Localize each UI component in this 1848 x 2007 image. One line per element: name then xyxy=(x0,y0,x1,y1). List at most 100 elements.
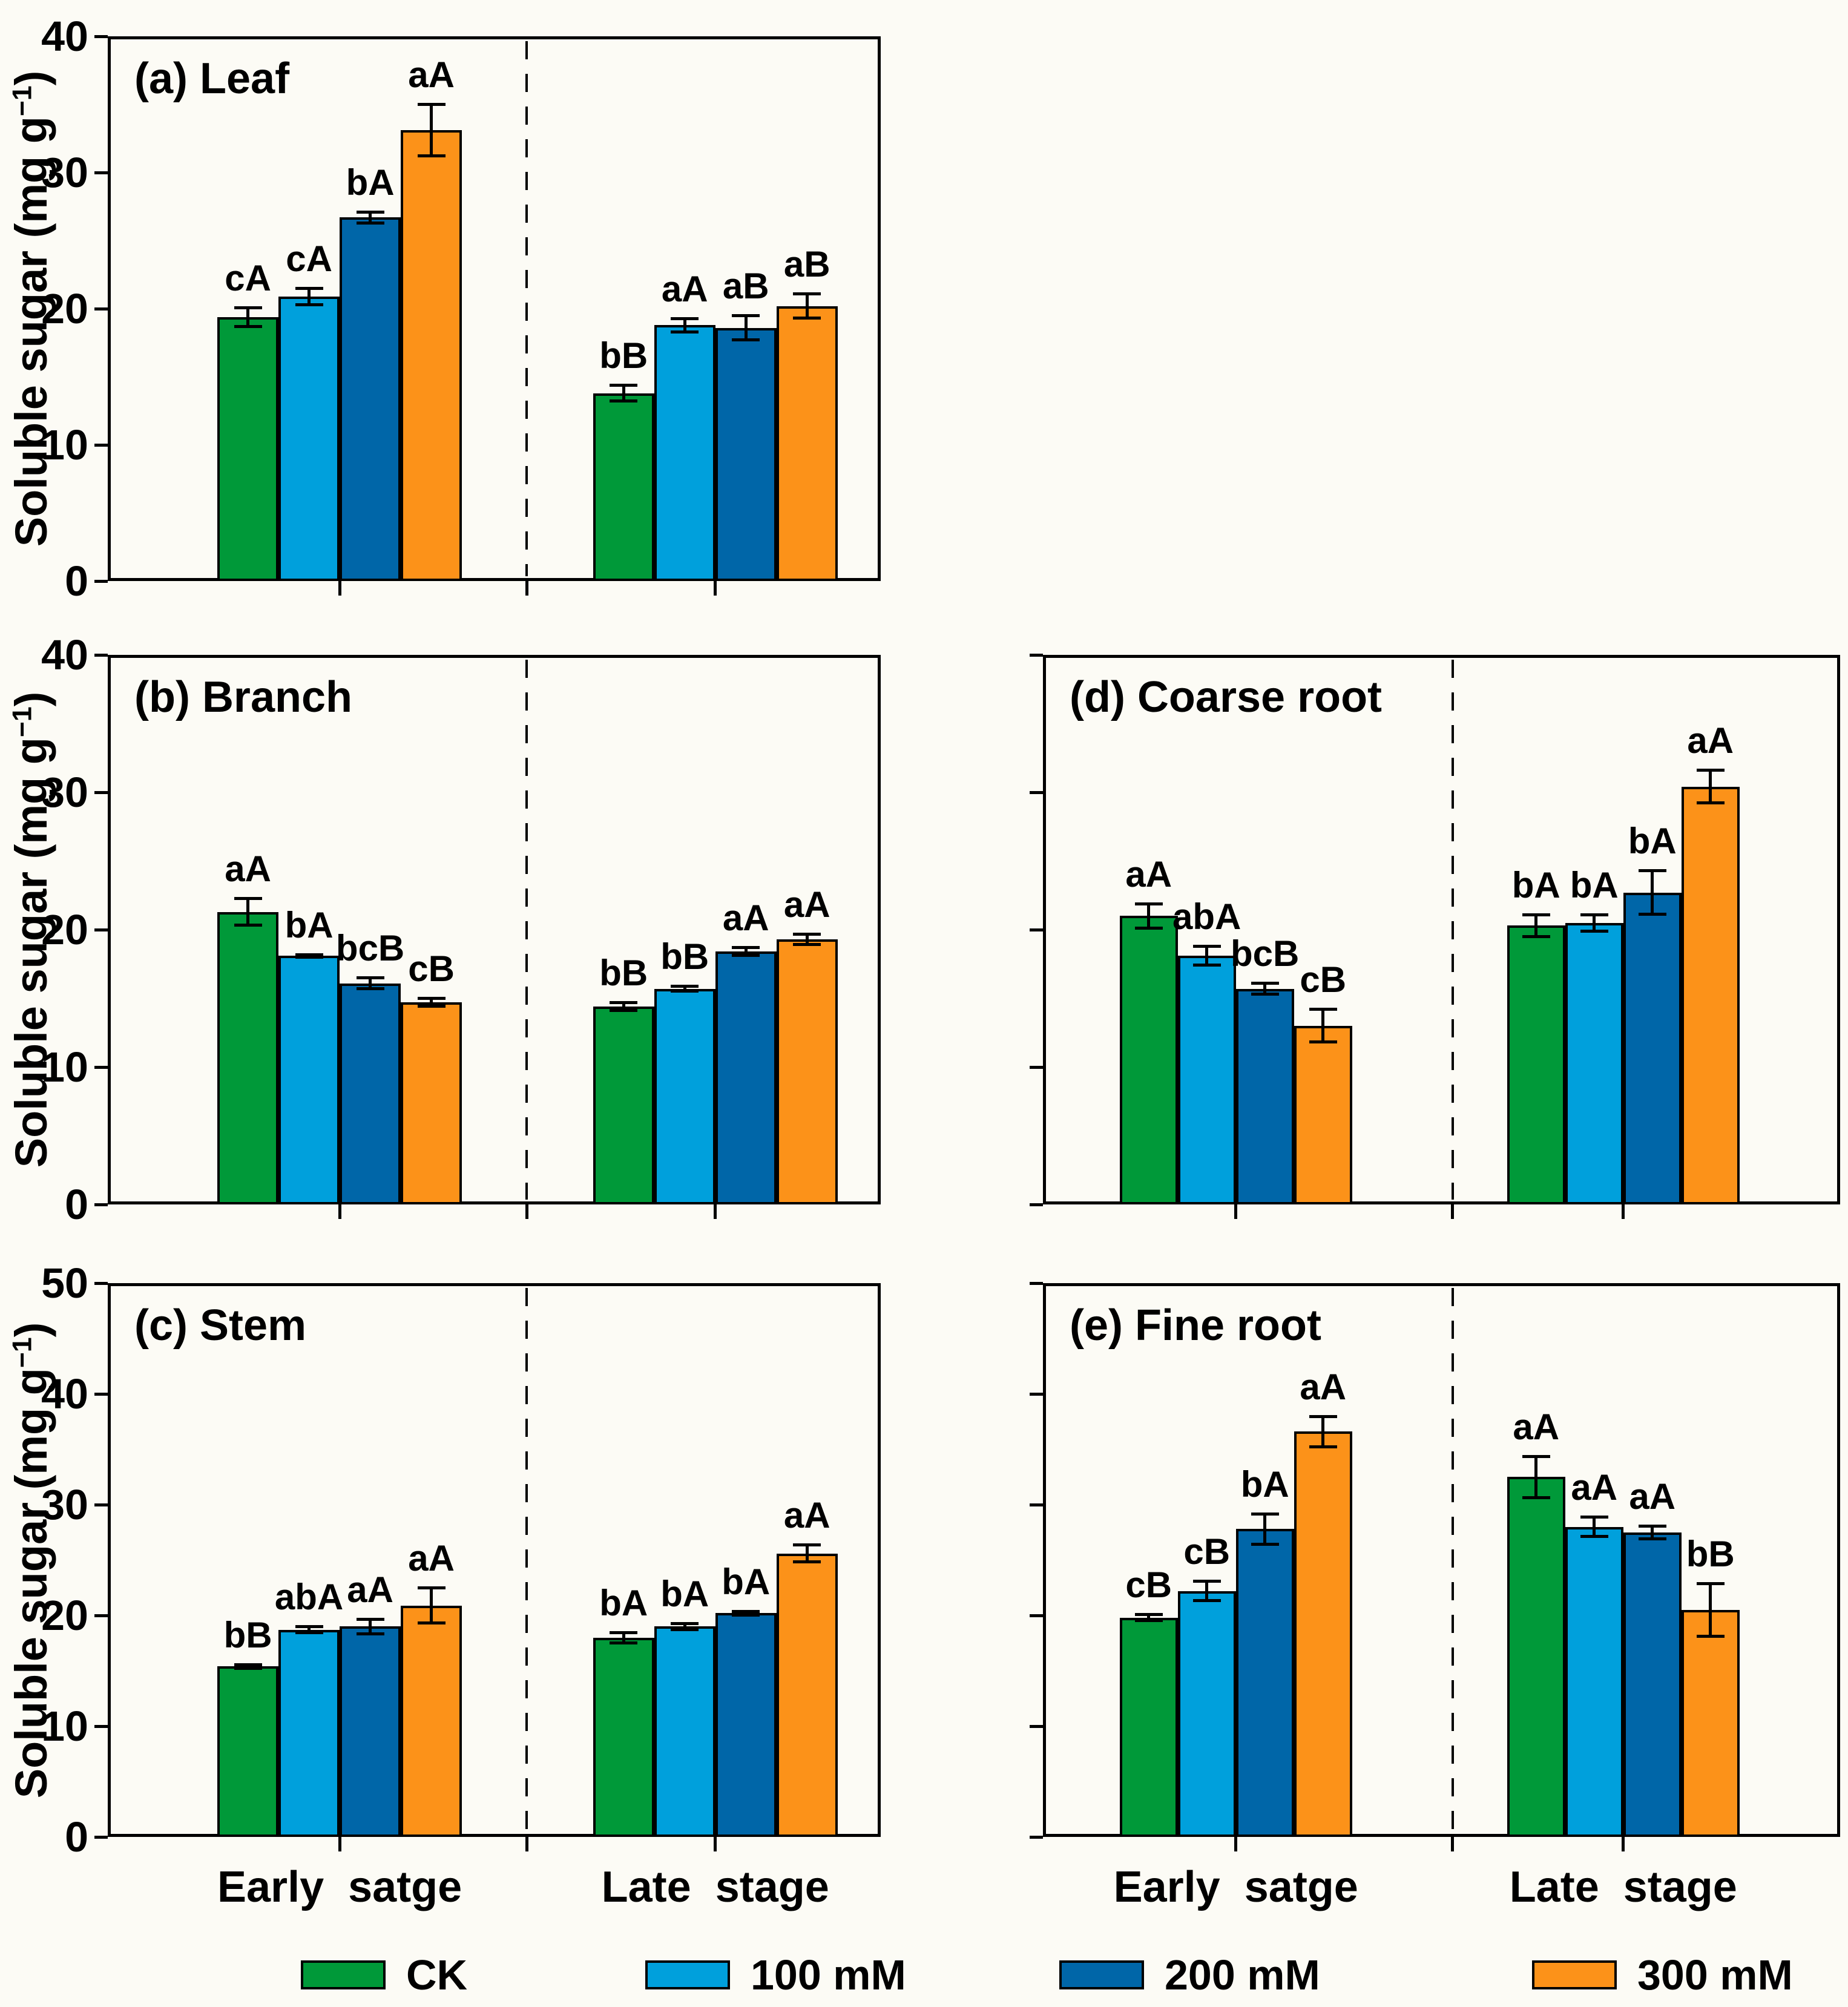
x-tick xyxy=(338,1837,341,1851)
sig-label-b-early-300mM: cB xyxy=(408,948,455,990)
sig-label-c-early-CK: bB xyxy=(223,1614,272,1655)
y-tick-label: 20 xyxy=(41,1592,88,1639)
panel-b-title: (b) Branch xyxy=(134,673,352,721)
error-bar-cap-bottom xyxy=(1309,1445,1337,1448)
sig-label-d-early-CK: aA xyxy=(1125,853,1172,895)
bar-c-early-300mM xyxy=(401,1605,462,1837)
error-bar-cap-top xyxy=(1580,913,1608,916)
legend-swatch-300mM xyxy=(1532,1960,1617,1989)
x-tick xyxy=(338,1204,341,1219)
legend-item-200mM: 200 mM xyxy=(1059,1954,1320,1996)
error-bar-stem xyxy=(1205,944,1209,967)
bar-d-late-300mM xyxy=(1681,786,1740,1204)
x-group-label-early-stage: Early satge xyxy=(1113,1863,1358,1911)
y-axis-label: Soluble sugar (mg g−1) xyxy=(6,70,56,547)
sig-label-e-late-CK: aA xyxy=(1513,1406,1560,1447)
error-bar-stem xyxy=(744,946,748,958)
y-tick xyxy=(1030,1281,1043,1285)
x-tick xyxy=(338,581,341,596)
error-bar-cap-bottom xyxy=(295,1631,323,1635)
error-bar-cap-top xyxy=(295,953,323,956)
error-bar-cap-bottom xyxy=(732,1613,760,1617)
error-bar-cap-top xyxy=(1192,944,1221,948)
error-bar-cap-bottom xyxy=(1696,1634,1725,1638)
error-bar-stem xyxy=(430,1586,433,1624)
error-bar-stem xyxy=(1709,769,1712,805)
y-tick xyxy=(94,579,108,583)
bar-a-late-CK xyxy=(593,393,654,581)
error-bar-cap-bottom xyxy=(1638,1537,1666,1540)
x-tick xyxy=(1234,1837,1238,1851)
error-bar-cap-bottom xyxy=(1522,935,1550,938)
bar-d-early-CK xyxy=(1119,916,1178,1204)
error-bar-cap-top xyxy=(417,103,446,107)
sig-label-b-early-200mM: bcB xyxy=(335,928,405,969)
panel-a-title: (a) Leaf xyxy=(134,54,290,103)
y-tick xyxy=(1030,1503,1043,1506)
error-bar-stem xyxy=(1593,1516,1596,1538)
sig-label-b-early-100mM: bA xyxy=(284,904,334,945)
error-bar-stem xyxy=(1593,913,1596,933)
error-bar-stem xyxy=(369,1617,372,1635)
y-tick xyxy=(1030,1724,1043,1728)
sig-label-b-early-CK: aA xyxy=(225,848,271,889)
error-bar-cap-bottom xyxy=(1134,1618,1163,1622)
legend-swatch-CK xyxy=(301,1960,386,1989)
error-bar-cap-bottom xyxy=(356,1632,384,1635)
bar-d-late-CK xyxy=(1507,925,1565,1204)
sig-label-c-early-300mM: aA xyxy=(408,1538,455,1579)
y-tick-label: 40 xyxy=(41,631,88,678)
sig-label-a-late-CK: bB xyxy=(599,335,648,376)
error-bar-cap-bottom xyxy=(1192,964,1221,967)
bar-e-late-100mM xyxy=(1565,1526,1623,1837)
sig-label-d-late-300mM: aA xyxy=(1687,720,1734,761)
sig-label-b-late-CK: bB xyxy=(599,953,648,994)
error-bar-cap-top xyxy=(417,1586,446,1590)
bar-b-early-300mM xyxy=(401,1002,462,1204)
x-tick xyxy=(1451,1837,1455,1851)
error-bar-cap-bottom xyxy=(356,987,384,990)
error-bar-cap-top xyxy=(793,292,821,295)
error-bar-cap-bottom xyxy=(793,1560,821,1563)
error-bar-stem xyxy=(1263,1512,1267,1546)
x-tick xyxy=(1622,1204,1625,1219)
sig-label-a-late-200mM: aB xyxy=(722,266,769,306)
y-tick xyxy=(1030,1392,1043,1396)
bar-b-early-200mM xyxy=(340,983,401,1204)
error-bar-stem xyxy=(307,1625,311,1635)
error-bar-cap-top xyxy=(671,1621,699,1625)
error-bar-cap-top xyxy=(1192,1580,1221,1583)
sig-label-c-late-CK: bA xyxy=(599,1582,648,1623)
bar-c-early-CK xyxy=(217,1666,279,1837)
y-tick xyxy=(94,1281,108,1285)
bar-e-early-100mM xyxy=(1177,1591,1236,1837)
error-bar-cap-bottom xyxy=(1638,913,1666,916)
x-tick xyxy=(1234,1204,1238,1219)
error-bar-cap-bottom xyxy=(793,317,821,320)
error-bar-cap-top xyxy=(1696,769,1725,772)
y-tick xyxy=(1030,1835,1043,1839)
sig-label-d-early-100mM: abA xyxy=(1172,896,1241,937)
sig-label-d-late-CK: bA xyxy=(1511,864,1560,905)
error-bar-cap-top xyxy=(1522,913,1550,916)
error-bar-stem xyxy=(307,287,311,306)
error-bar-cap-top xyxy=(1134,902,1163,905)
y-tick xyxy=(1030,790,1043,794)
y-tick-label: 20 xyxy=(41,906,88,953)
error-bar-stem xyxy=(1651,869,1654,916)
error-bar-stem xyxy=(1321,1008,1325,1044)
stage-divider-line xyxy=(525,1288,528,1832)
legend-item-CK: CK xyxy=(301,1954,467,1996)
bar-a-late-100mM xyxy=(654,325,715,581)
y-tick-label: 20 xyxy=(41,285,88,332)
error-bar-cap-bottom xyxy=(417,1005,446,1008)
error-bar-cap-bottom xyxy=(295,955,323,959)
error-bar-cap-top xyxy=(1309,1008,1337,1011)
bar-e-early-200mM xyxy=(1235,1529,1294,1837)
error-bar-cap-bottom xyxy=(1580,1534,1608,1538)
error-bar-cap-bottom xyxy=(610,399,638,403)
error-bar-stem xyxy=(430,997,433,1008)
error-bar-stem xyxy=(369,976,372,990)
bar-c-early-200mM xyxy=(340,1626,401,1837)
